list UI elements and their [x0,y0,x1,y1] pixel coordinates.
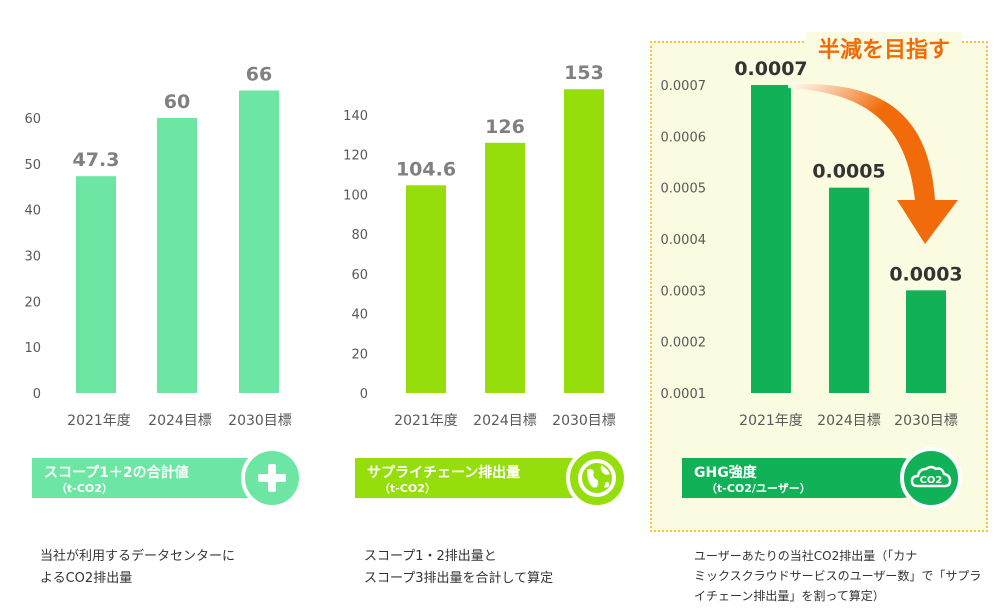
description-line: よるCO2排出量 [40,571,133,586]
bar [829,187,869,393]
banner-scope12: スコープ1＋2の合計値 （t-CO2） [32,458,272,498]
y-tick-label: 30 [24,250,41,265]
bar [485,142,525,393]
banner-scope12-unit: （t-CO2） [56,482,113,495]
co2-cloud-icon: CO2 [900,447,962,509]
description-line: 当社が利用するデータセンターに [40,549,236,564]
y-tick-label: 50 [24,158,41,173]
banner-supply-chain-unit: （t-CO2） [379,482,436,495]
y-tick-label: 80 [351,228,368,243]
x-tick-label: 2024目標 [817,413,881,429]
bar [906,290,946,393]
x-tick-label: 2030目標 [228,413,292,429]
y-tick-label: 140 [343,109,368,124]
y-tick-label: 0.0002 [661,336,707,351]
y-tick-label: 0 [360,387,368,402]
x-tick-label: 2030目標 [894,413,958,429]
y-tick-label: 0.0001 [661,387,707,402]
description-ghg: ユーザーあたりの当社CO2排出量（「カナ ミックスクラウドサービスのユーザー数」… [694,546,981,606]
banner-supply-chain-title: サプライチェーン排出量 [367,465,521,481]
data-label: 47.3 [73,149,120,171]
description-line: ミックスクラウドサービスのユーザー数」で「サプラ [694,569,982,583]
y-tick-label: 0.0004 [661,233,707,248]
description-line: スコープ1・2排出量と [364,549,497,564]
data-label: 126 [485,116,525,138]
y-tick-label: 40 [351,308,368,323]
bar [157,118,197,393]
halving-goal-label: 半減を目指す [806,32,963,64]
halving-trend-arrow [788,83,958,244]
y-tick-label: 0.0005 [661,182,707,197]
y-tick-label: 0.0007 [661,79,707,94]
bar [76,176,116,393]
x-tick-label: 2021年度 [67,413,131,429]
description-line: ユーザーあたりの当社CO2排出量（「カナ [694,549,918,563]
bar [406,185,446,393]
data-label: 104.6 [396,158,456,180]
banner-ghg-title: GHG強度 [694,465,757,481]
data-label: 153 [564,62,604,84]
x-tick-label: 2030目標 [552,413,616,429]
description-line: イチェーン排出量」を割って算定） [694,589,885,603]
data-label: 0.0003 [889,263,962,285]
y-tick-label: 0.0003 [661,284,707,299]
globe-icon [566,447,628,509]
y-tick-label: 120 [343,149,368,164]
y-tick-label: 60 [24,112,41,127]
y-tick-label: 0 [33,387,41,402]
y-tick-label: 60 [351,268,368,283]
data-label: 60 [164,91,190,113]
banner-supply-chain: サプライチェーン排出量 （t-CO2） [355,458,595,498]
y-tick-label: 0.0006 [661,130,707,145]
description-line: スコープ3排出量を合計して算定 [364,571,554,586]
banner-ghg-intensity: GHG強度 （t-CO2/ユーザー） [682,458,922,498]
description-scope12: 当社が利用するデータセンターに よるCO2排出量 [40,546,235,590]
bar [751,85,791,393]
y-tick-label: 40 [24,204,41,219]
x-tick-label: 2024目標 [148,413,212,429]
y-tick-label: 10 [24,341,41,356]
plus-icon [241,447,303,509]
co2-icon-text: CO2 [920,475,943,486]
bar [239,90,279,393]
data-label: 66 [246,64,272,86]
x-tick-label: 2021年度 [394,413,458,429]
banner-scope12-title: スコープ1＋2の合計値 [44,465,189,481]
y-tick-label: 20 [24,295,41,310]
banner-ghg-unit: （t-CO2/ユーザー） [706,482,811,495]
data-label: 0.0007 [734,58,807,80]
y-tick-label: 20 [351,347,368,362]
x-tick-label: 2024目標 [473,413,537,429]
data-label: 0.0005 [812,161,885,183]
y-tick-label: 100 [343,188,368,203]
bar [564,89,604,393]
description-supply-chain: スコープ1・2排出量と スコープ3排出量を合計して算定 [364,546,553,590]
x-tick-label: 2021年度 [739,413,803,429]
